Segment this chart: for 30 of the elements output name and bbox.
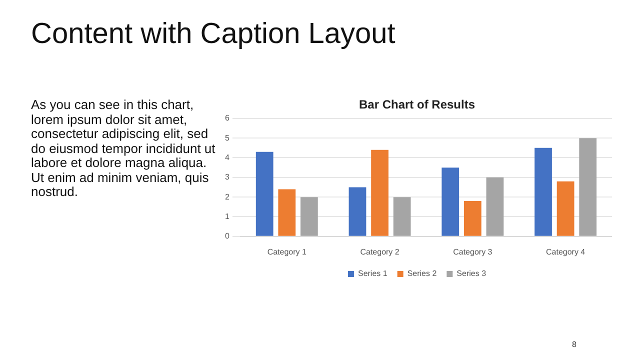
y-tick-label: 4 bbox=[224, 152, 230, 162]
y-tick-label: 2 bbox=[224, 192, 230, 202]
x-tick-label: Category 4 bbox=[546, 247, 586, 256]
bar bbox=[278, 189, 296, 236]
bar bbox=[556, 181, 574, 236]
x-tick-label: Category 2 bbox=[360, 247, 400, 256]
y-tick-label: 0 bbox=[224, 232, 230, 241]
x-tick-label: Category 3 bbox=[453, 247, 493, 256]
bar bbox=[486, 177, 504, 236]
chart-title: Bar Chart of Results bbox=[358, 98, 476, 112]
y-tick-label: 3 bbox=[224, 172, 230, 182]
text: 8 bbox=[572, 340, 576, 349]
legend-label: Series 1 bbox=[358, 269, 388, 278]
y-tick-label: 5 bbox=[224, 133, 230, 142]
legend-label: Series 2 bbox=[407, 269, 438, 278]
legend-label: Series 3 bbox=[456, 269, 487, 278]
bar bbox=[442, 168, 460, 236]
y-tick-label: 6 bbox=[224, 114, 230, 123]
bar bbox=[464, 201, 482, 236]
text: Content with Caption Layout bbox=[31, 18, 396, 51]
bar bbox=[371, 150, 388, 236]
y-tick-label: 1 bbox=[224, 212, 230, 221]
text: As you can see in this chart, lorem ipsum dolor sit amet, consectetur adipiscing elit, sed do eiusmod tempor incididunt ut labore et dolore magna aliqua. Ut enim ad minim veniam, quis nostrud. bbox=[31, 97, 216, 200]
x-tick-label: Category 1 bbox=[267, 247, 308, 256]
bar bbox=[256, 152, 274, 236]
bar bbox=[579, 138, 597, 236]
bar bbox=[534, 148, 552, 236]
bar bbox=[348, 187, 366, 236]
bar bbox=[300, 197, 318, 236]
bar bbox=[393, 197, 411, 236]
